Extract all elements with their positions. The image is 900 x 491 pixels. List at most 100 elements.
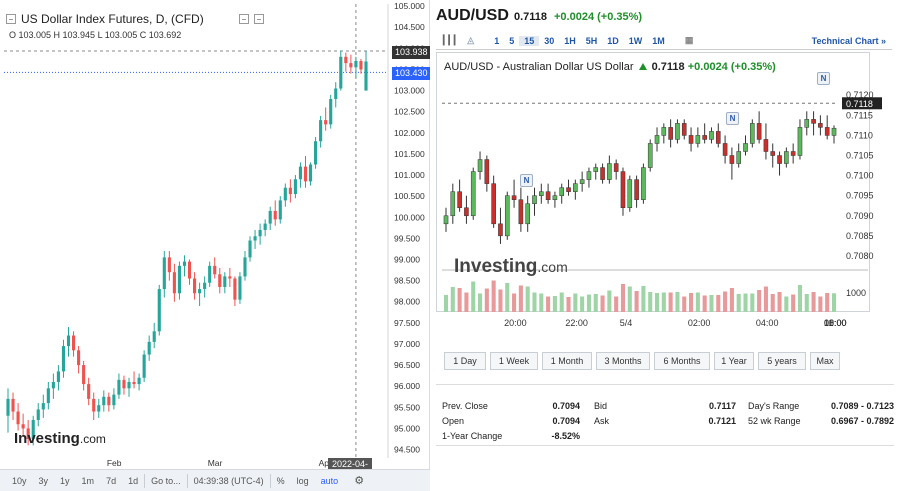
range-3-months-button[interactable]: 3 Months xyxy=(596,352,650,370)
volume-bar xyxy=(709,295,714,312)
range-5-years-button[interactable]: 5 years xyxy=(758,352,806,370)
gear-icon[interactable]: ⚙ xyxy=(354,475,365,487)
toolbar-separator xyxy=(144,473,146,488)
candle-body xyxy=(102,396,106,406)
range-1-month-button[interactable]: 1 Month xyxy=(542,352,592,370)
volume-bar xyxy=(518,285,523,312)
range-7d-button[interactable]: 7d xyxy=(106,475,117,486)
candle-body xyxy=(661,127,667,136)
candle-body xyxy=(607,163,612,180)
range-6-months-button[interactable]: 6 Months xyxy=(654,352,710,370)
interval-toolbar: ┃┃┃ ◬ 1 5 15 30 1H 5H 1D 1W 1M ▦ Technic… xyxy=(436,32,892,50)
interval-1-button[interactable]: 1 xyxy=(494,35,500,46)
interval-1w-button[interactable]: 1W xyxy=(628,35,643,46)
interval-1d-button[interactable]: 1D xyxy=(607,35,619,46)
candle-body xyxy=(137,377,141,385)
volume-bar xyxy=(539,293,544,312)
candle-body xyxy=(364,61,368,91)
price-axis-tick-label: 101.500 xyxy=(394,149,425,159)
divider xyxy=(436,445,894,446)
price-axis-tick-label: 0.7120 xyxy=(846,90,874,100)
volume-bar xyxy=(546,296,551,312)
volume-bar xyxy=(811,292,816,312)
time-axis-tick-label: Mar xyxy=(208,458,223,468)
log-toggle[interactable]: log xyxy=(296,475,309,486)
range-1-year-button[interactable]: 1 Year xyxy=(714,352,754,370)
candle-body xyxy=(26,428,30,439)
close-icon[interactable] xyxy=(253,14,264,24)
price-axis-tick-label: 95.500 xyxy=(394,402,420,412)
calendar-icon[interactable]: ▦ xyxy=(684,35,694,45)
candle-body xyxy=(288,187,292,195)
range-1-week-button[interactable]: 1 Week xyxy=(490,352,538,370)
last-price-tag xyxy=(842,97,882,110)
candle-body xyxy=(586,171,592,180)
news-marker-icon[interactable]: N xyxy=(520,174,533,187)
candle-body xyxy=(172,272,176,294)
percent-toggle[interactable]: % xyxy=(276,475,285,486)
area-type-icon[interactable]: ◬ xyxy=(467,35,475,45)
technical-chart-link[interactable]: Technical Chart » xyxy=(811,35,886,46)
range-max-button[interactable]: Max xyxy=(810,352,840,370)
stat-label: Day's Range xyxy=(748,401,800,411)
range-1y-button[interactable]: 1y xyxy=(60,475,70,486)
time-axis-tick-label: 11 xyxy=(824,318,833,328)
candle-body xyxy=(784,151,789,164)
stat-value: 0.7094 xyxy=(552,416,580,426)
candle-body xyxy=(593,167,599,172)
candle-body xyxy=(750,123,755,144)
volume-bar xyxy=(552,296,557,312)
price-axis-tick-label: 103.000 xyxy=(394,86,425,96)
candle-body xyxy=(278,200,282,220)
auto-toggle[interactable]: auto xyxy=(320,475,339,486)
goto-button[interactable]: Go to... xyxy=(151,475,181,486)
interval-1m-button[interactable]: 1M xyxy=(652,35,665,46)
interval-15-button[interactable]: 15 xyxy=(519,35,540,46)
interval-30-button[interactable]: 30 xyxy=(544,35,555,46)
candle-body xyxy=(743,143,748,152)
audusd-change: +0.0024 (+0.35%) xyxy=(554,11,642,23)
range-10y-button[interactable]: 10y xyxy=(12,475,27,486)
range-1-day-button[interactable]: 1 Day xyxy=(444,352,486,370)
candle-body xyxy=(504,195,510,237)
price-axis-tick-label: 0.7090 xyxy=(846,211,874,221)
audusd-chart-name: AUD/USD - Australian Dollar US Dollar xyxy=(444,61,634,73)
volume-bar xyxy=(443,295,449,312)
candle-body xyxy=(238,276,242,300)
candle-body xyxy=(51,381,55,389)
volume-bar xyxy=(471,281,476,312)
candle-body xyxy=(157,289,161,332)
range-1m-button[interactable]: 1m xyxy=(81,475,95,486)
dxy-candlestick-chart[interactable]: 105.000104.500104.000103.500103.000102.5… xyxy=(0,0,430,491)
candle-type-icon[interactable]: ┃┃┃ xyxy=(441,35,458,45)
candle-body xyxy=(681,123,687,136)
candle-body xyxy=(228,276,232,279)
collapse-icon[interactable] xyxy=(6,14,16,24)
candle-body xyxy=(464,207,469,217)
price-axis-tick-label: 104.500 xyxy=(394,22,425,32)
interval-5-button[interactable]: 5 xyxy=(509,35,515,46)
candle-body xyxy=(298,166,303,180)
volume-bar xyxy=(784,296,789,312)
audusd-candlestick-chart[interactable]: 0.7120 0.7115 0.7110 0.7105 0.7100 0.7095 0.70… xyxy=(432,0,900,340)
candle-body xyxy=(193,278,197,294)
volume-bar xyxy=(580,296,585,312)
volume-bar xyxy=(825,293,830,312)
volume-bar xyxy=(729,288,734,312)
volume-bar xyxy=(498,289,503,312)
range-1d-button[interactable]: 1d xyxy=(128,475,139,486)
candle-body xyxy=(112,394,116,406)
investing-logo-suffix: .com xyxy=(537,259,568,275)
settings-icon[interactable] xyxy=(238,14,249,24)
news-marker-icon[interactable]: N xyxy=(726,112,739,125)
candle-body xyxy=(283,187,287,201)
news-marker-icon[interactable]: N xyxy=(817,72,830,85)
price-axis-tick-label: 96.000 xyxy=(394,381,420,391)
range-3y-button[interactable]: 3y xyxy=(38,475,49,486)
candle-body xyxy=(308,164,313,182)
price-axis-tick-label: 95.000 xyxy=(394,423,420,433)
interval-5h-button[interactable]: 5H xyxy=(585,35,598,46)
candle-body xyxy=(107,396,111,406)
stat-label: 1-Year Change xyxy=(442,431,503,441)
interval-1h-button[interactable]: 1H xyxy=(564,35,576,46)
